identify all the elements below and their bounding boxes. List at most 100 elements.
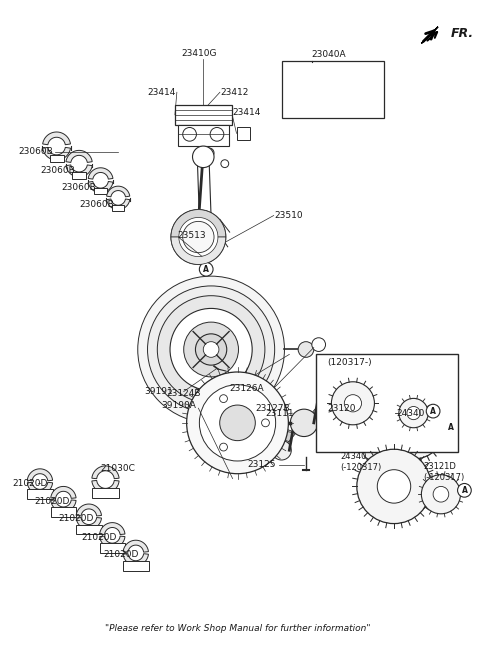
Circle shape [382,396,445,459]
Bar [112,205,124,211]
Bar [92,489,119,498]
Polygon shape [66,150,92,162]
Text: 21020D: 21020D [34,496,70,506]
Ellipse shape [362,72,372,79]
Text: A: A [448,423,454,432]
Text: 23126A: 23126A [230,384,264,393]
Text: 23121D
(-120317): 23121D (-120317) [423,462,465,482]
Circle shape [170,309,252,390]
Ellipse shape [364,95,370,99]
Text: 21030C: 21030C [101,464,135,473]
Circle shape [398,412,429,443]
Wedge shape [222,396,250,417]
Text: 23510: 23510 [275,211,303,220]
Polygon shape [107,186,130,197]
Circle shape [203,341,219,357]
Circle shape [220,443,228,451]
Text: 23414: 23414 [147,88,176,97]
Text: A: A [430,407,436,415]
Circle shape [433,487,449,502]
Text: 23410G: 23410G [182,48,217,58]
Circle shape [426,404,440,418]
Circle shape [382,409,409,436]
Bar [316,354,457,452]
Polygon shape [43,132,71,145]
Bar [237,126,250,140]
Polygon shape [171,237,226,264]
Ellipse shape [293,95,299,99]
Text: 21020D: 21020D [59,514,94,523]
Circle shape [157,296,265,404]
Polygon shape [123,540,148,552]
Circle shape [377,470,411,503]
Polygon shape [92,481,119,493]
Circle shape [199,385,276,461]
Ellipse shape [311,90,328,104]
Ellipse shape [291,72,301,79]
Text: 21020D: 21020D [81,533,116,542]
Text: 23125: 23125 [247,460,276,470]
Circle shape [226,386,245,405]
Ellipse shape [311,69,328,82]
Circle shape [195,334,227,365]
Circle shape [363,440,382,460]
Text: 23060B: 23060B [18,147,53,156]
Text: 23414: 23414 [233,109,261,117]
Bar [51,507,76,517]
Polygon shape [107,199,130,210]
Ellipse shape [340,73,346,78]
Text: 39190A: 39190A [161,401,196,410]
Circle shape [183,128,196,141]
Polygon shape [92,466,119,479]
Text: 23060B: 23060B [79,200,114,209]
Circle shape [407,407,420,420]
Circle shape [210,128,224,141]
Bar [95,188,107,194]
Circle shape [138,276,285,423]
Circle shape [221,160,228,167]
Text: 21020D: 21020D [104,551,139,559]
Polygon shape [51,487,76,498]
Circle shape [336,409,364,436]
Ellipse shape [340,95,346,99]
Circle shape [192,146,214,167]
Bar [76,525,102,534]
Circle shape [399,398,428,428]
Circle shape [262,419,269,427]
Ellipse shape [317,95,323,99]
Ellipse shape [291,94,301,101]
Text: 23513: 23513 [177,231,205,239]
Circle shape [220,395,228,402]
Text: 23040A: 23040A [312,50,347,59]
Polygon shape [100,523,125,534]
Text: A: A [461,486,468,495]
Ellipse shape [338,72,348,79]
Bar [123,560,148,570]
Ellipse shape [335,69,352,82]
Circle shape [298,341,314,357]
Text: 23120: 23120 [327,404,356,413]
Polygon shape [43,147,71,160]
Bar [27,489,53,499]
Text: 39191: 39191 [144,387,173,396]
Text: 23111: 23111 [265,409,293,417]
Text: 23124B: 23124B [166,389,201,398]
Polygon shape [76,517,101,530]
Polygon shape [100,536,125,548]
Circle shape [317,386,336,405]
Text: 23060B: 23060B [40,166,75,175]
Polygon shape [27,482,53,494]
Text: 23127B: 23127B [255,404,290,413]
Polygon shape [76,504,101,516]
Bar [178,124,228,146]
Wedge shape [312,396,340,417]
Text: (120317-): (120317-) [327,358,372,367]
Text: 24340
(-120317): 24340 (-120317) [340,452,382,472]
Circle shape [344,394,361,412]
Ellipse shape [317,73,323,78]
Circle shape [199,262,213,276]
Polygon shape [27,469,53,481]
Text: "Please refer to Work Shop Manual for further information": "Please refer to Work Shop Manual for fu… [105,624,370,632]
Polygon shape [51,500,76,512]
Polygon shape [171,210,226,237]
